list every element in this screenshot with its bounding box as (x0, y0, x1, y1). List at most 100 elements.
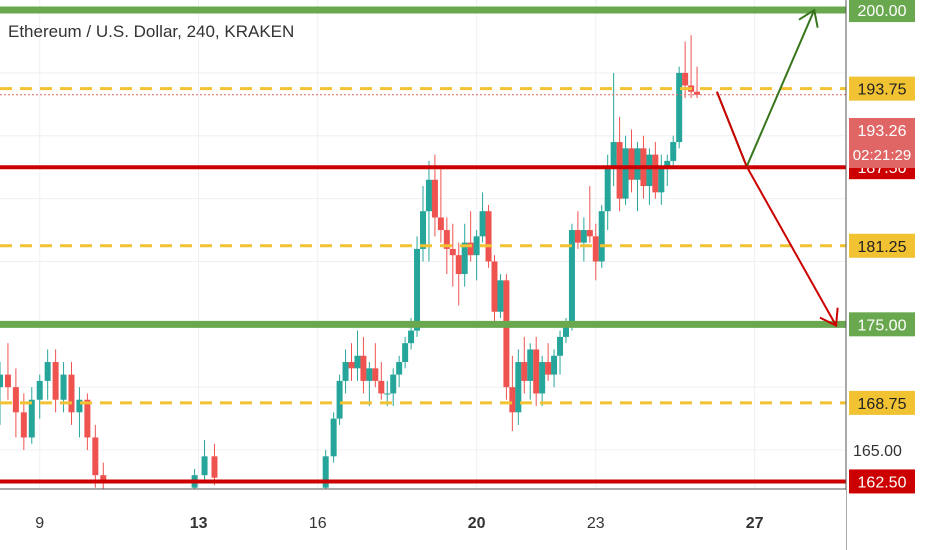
candle-body (551, 355, 558, 375)
candle-body (628, 148, 635, 180)
candle-0 (0, 362, 3, 425)
candle-body (0, 374, 3, 388)
candle-body (634, 148, 641, 180)
level-badge-text: 181.25 (858, 239, 907, 256)
candle-12 (92, 424, 99, 488)
candle-19 (336, 374, 343, 425)
candle-29 (396, 355, 403, 388)
candle-39 (455, 242, 462, 306)
level-badge-bg (849, 469, 915, 494)
candle-50 (521, 336, 528, 394)
candle-body (384, 393, 391, 395)
candle-body (545, 362, 552, 375)
level-badge-bg (849, 312, 915, 337)
candle-body (574, 230, 581, 243)
candle-36 (437, 167, 444, 243)
candle-body (557, 336, 564, 356)
candle-body (201, 456, 208, 476)
candle-body (604, 167, 611, 212)
candle-body (467, 242, 474, 256)
candle-13 (100, 462, 107, 489)
candle-body (676, 72, 683, 143)
level-badge-1: 193.75 (849, 76, 915, 101)
candle-71 (646, 148, 653, 205)
candle-body (420, 211, 426, 249)
candle-2 (12, 368, 19, 438)
candle-6 (44, 349, 51, 400)
candle-54 (545, 343, 552, 381)
candle-47 (503, 274, 510, 400)
candle-10 (76, 387, 83, 438)
candle-73 (658, 154, 665, 205)
projection-arrowhead-0 (798, 8, 819, 28)
candle-body (562, 324, 569, 337)
candle-75 (670, 135, 677, 168)
projection-arrows (715, 8, 839, 328)
candle-body (491, 261, 498, 312)
level-badge-text: 168.75 (858, 396, 907, 413)
candle-body (366, 368, 373, 381)
candle-46 (497, 274, 504, 319)
candle-74 (664, 154, 671, 187)
candle-body (408, 330, 415, 344)
level-badge-5: 168.75 (849, 390, 915, 415)
candle-body (694, 91, 701, 95)
candle-body (658, 167, 665, 193)
x-tick-label-2: 16 (309, 515, 327, 532)
x-tick-label-3: 20 (468, 515, 486, 532)
level-badge-0: 200.00 (849, 0, 915, 23)
candle-32 (414, 236, 421, 337)
candle-body (580, 230, 587, 243)
level-badge-bg (849, 233, 915, 258)
candle-body (449, 248, 456, 256)
candle-56 (557, 330, 564, 375)
candle-body (396, 362, 403, 375)
candle-body (473, 236, 480, 256)
projection-path-1 (715, 91, 837, 327)
candle-body (527, 349, 534, 381)
candle-body (509, 387, 516, 413)
candle-body (76, 399, 83, 413)
candle-body (336, 380, 343, 419)
candle-body (402, 343, 409, 363)
candle-body (443, 230, 450, 249)
candle-body (342, 362, 349, 381)
candle-body (348, 362, 355, 369)
candle-15 (201, 439, 208, 482)
candle-9 (68, 362, 75, 425)
level-badge-text: 162.50 (858, 474, 907, 491)
candle-body (437, 217, 444, 231)
level-badge-text: 200.00 (858, 3, 907, 20)
candle-42 (473, 230, 480, 281)
candle-49 (515, 349, 522, 425)
candle-23 (360, 336, 367, 394)
candle-25 (372, 343, 379, 388)
candle-53 (539, 355, 546, 407)
candle-18 (330, 412, 337, 463)
candle-60 (580, 217, 587, 262)
candle-body (568, 230, 575, 325)
candle-body (414, 248, 421, 331)
level-badge-6: 162.50 (849, 469, 915, 494)
candle-body (586, 230, 593, 237)
candle-body (360, 355, 367, 381)
candle-79 (694, 66, 701, 99)
candle-61 (586, 186, 593, 243)
candle-body (539, 362, 546, 394)
projection-arrowhead-1 (819, 307, 839, 328)
candle-40 (461, 223, 468, 287)
candle-body (592, 236, 599, 262)
candle-30 (402, 336, 409, 369)
candle-21 (348, 343, 355, 381)
candle-33 (420, 186, 426, 262)
candle-body (390, 374, 397, 394)
candle-body (664, 160, 671, 168)
candle-body (378, 380, 385, 394)
price-levels (0, 6, 846, 484)
candle-body (610, 142, 617, 168)
candle-22 (354, 330, 361, 381)
candle-body (622, 148, 629, 199)
level-badge-bg (849, 0, 915, 23)
level-badge-bg (849, 76, 915, 101)
